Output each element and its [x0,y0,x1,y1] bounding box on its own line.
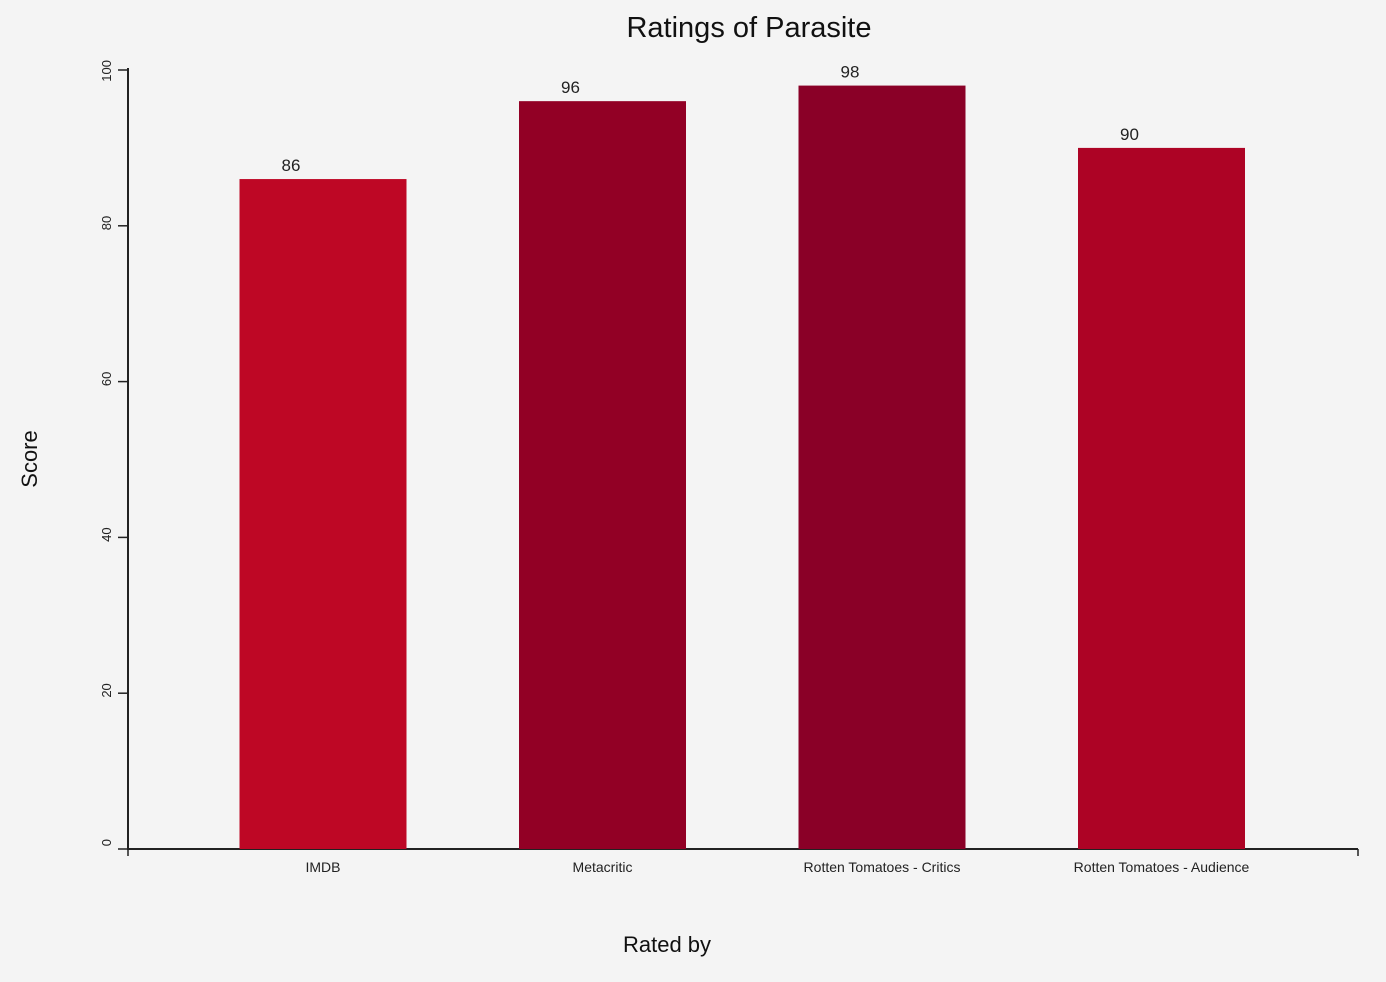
bars-group [239,85,1245,849]
x-tick-label: Rotten Tomatoes - Audience [1074,859,1250,875]
y-tick-label: 40 [99,527,114,541]
y-tick-label: 0 [99,839,114,846]
bar-imdb [239,179,407,849]
y-tick-label: 80 [99,216,114,230]
chart-title: Ratings of Parasite [626,12,871,44]
x-tick-labels-group: IMDB Metacritic Rotten Tomatoes - Critics R… [306,859,1250,875]
bar-rotten-tomatoes-critics [798,85,966,849]
y-tick-labels-group: 0 20 40 60 80 100 [99,60,128,850]
x-axis-title: Rated by [623,932,711,957]
bar-value-label: 96 [561,78,580,97]
y-tick-label: 60 [99,372,114,386]
y-tick-label: 20 [99,683,114,697]
y-axis-title: Score [17,430,42,487]
x-tick-label: Metacritic [573,859,633,875]
y-tick-label: 100 [99,60,114,82]
x-axis [127,848,1359,856]
data-labels-group: 86 96 98 90 [282,63,1139,175]
bar-value-label: 86 [282,156,301,175]
x-tick-label: IMDB [306,859,341,875]
bar-rotten-tomatoes-audience [1078,147,1245,849]
bar-value-label: 90 [1120,125,1139,144]
bar-metacritic [519,101,686,849]
x-tick-label: Rotten Tomatoes - Critics [804,859,961,875]
bar-value-label: 98 [841,63,860,82]
